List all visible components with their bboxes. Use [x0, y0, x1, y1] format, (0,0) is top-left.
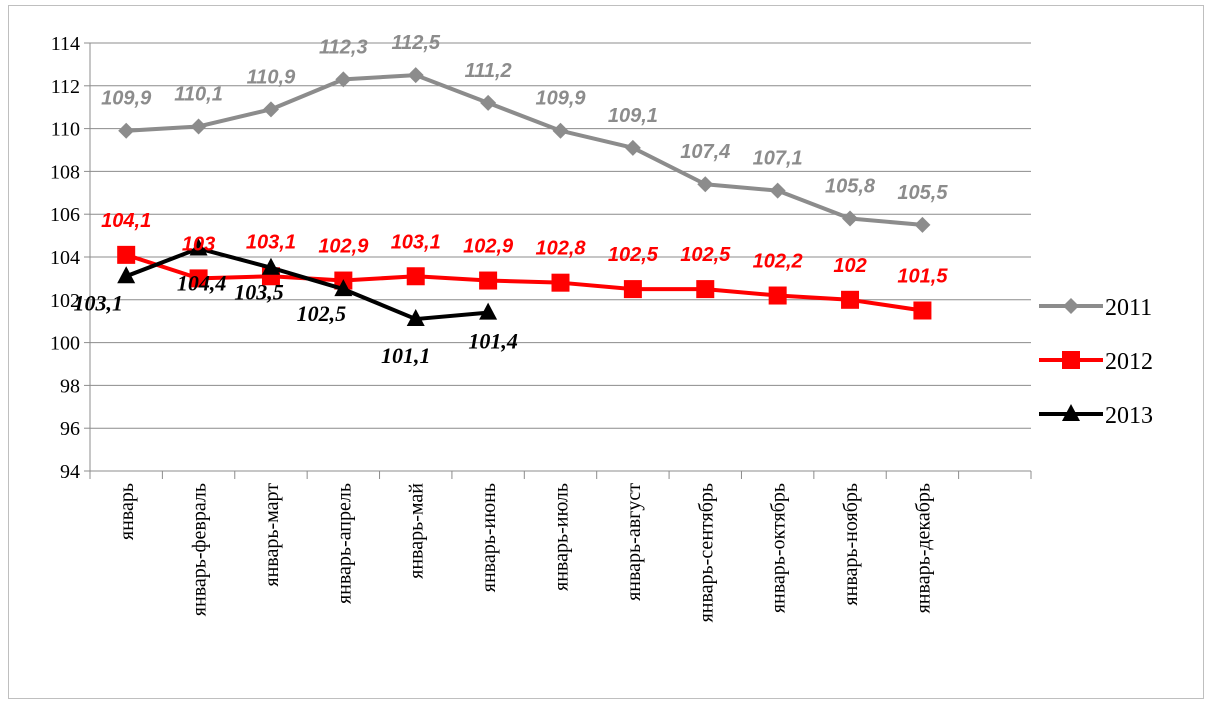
series-lines [117, 67, 932, 327]
data-label-2012: 104,1 [101, 210, 151, 232]
x-tick-label: январь-февраль [189, 483, 211, 616]
data-point-2011 [480, 94, 497, 111]
data-point-2011 [842, 210, 859, 227]
legend-label-2013: 2013 [1105, 403, 1153, 429]
data-label-2011: 110,9 [247, 66, 296, 88]
y-tick-label: 100 [50, 333, 80, 355]
series-line-2013 [125, 246, 489, 322]
y-tick-label: 96 [60, 418, 80, 440]
data-label-2012: 102,9 [318, 236, 369, 258]
data-label-2013: 102,5 [297, 301, 347, 326]
data-label-2012: 102,5 [608, 244, 659, 266]
data-label-2012: 103,1 [246, 231, 296, 253]
x-tick-label: январь-сентябрь [695, 483, 717, 622]
data-point-2011 [697, 176, 714, 193]
data-label-2011: 111,2 [465, 60, 512, 82]
data-point-2011 [407, 67, 424, 84]
data-label-2011: 109,9 [101, 88, 152, 110]
data-point-2012 [117, 245, 136, 264]
data-point-2011 [769, 182, 786, 199]
series-line-2011 [126, 73, 923, 227]
data-label-2013: 103,5 [234, 280, 284, 305]
y-tick-label: 106 [50, 204, 80, 226]
data-label-2013: 101,1 [381, 343, 431, 368]
legend-marker-2013 [1062, 404, 1080, 421]
x-tick-label: январь-октябрь [768, 483, 790, 613]
y-tick-label: 94 [60, 461, 80, 483]
x-tick-label: январь-май [406, 483, 428, 579]
axes: 94 96 98 100 102 104 106 108 110 112 114 январь янва… [50, 33, 1032, 622]
data-point-2013 [261, 257, 280, 275]
data-point-2012 [696, 280, 715, 299]
data-point-2013 [406, 309, 425, 327]
data-label-2013: 104,4 [177, 270, 227, 295]
data-label-2012: 102 [833, 255, 866, 277]
data-point-2012 [768, 286, 787, 305]
x-tick-label: январь-июль [551, 483, 573, 591]
legend-label-2012: 2012 [1105, 349, 1153, 375]
data-label-2012: 102,8 [535, 238, 586, 260]
y-tick-label: 102 [50, 290, 80, 312]
data-label-2012: 103 [182, 233, 215, 255]
line-chart: 94 96 98 100 102 104 106 108 110 112 114 январь янва… [50, 32, 1153, 622]
y-tick-label: 114 [51, 33, 80, 55]
data-label-2011: 112,3 [319, 36, 368, 58]
x-tick-label: январь-декабрь [912, 483, 934, 613]
data-label-2012: 102,9 [463, 236, 514, 258]
x-tick-label: январь-июнь [478, 483, 500, 592]
y-tick-label: 104 [50, 247, 80, 269]
data-point-2011 [118, 122, 135, 139]
y-tick-label: 108 [50, 161, 80, 183]
data-point-2012 [551, 273, 570, 292]
data-point-2011 [624, 139, 641, 156]
data-label-2013: 101,4 [468, 329, 518, 354]
data-label-2011: 110,1 [174, 83, 223, 105]
y-tick-label: 112 [51, 76, 80, 98]
data-label-2011: 107,1 [753, 148, 803, 170]
data-point-2013 [479, 302, 498, 320]
y-tick-label: 98 [60, 375, 80, 397]
x-tick-label: январь [116, 483, 138, 540]
data-point-2012 [189, 269, 208, 288]
data-label-2011: 107,4 [680, 141, 730, 163]
data-label-2011: 112,5 [391, 32, 440, 54]
data-label-2013: 103,1 [73, 290, 123, 315]
data-label-2012: 103,1 [391, 231, 441, 253]
y-tick-label: 110 [51, 119, 80, 141]
chart-frame: 94 96 98 100 102 104 106 108 110 112 114 январь янва… [8, 5, 1204, 699]
data-point-2011 [190, 118, 207, 135]
data-label-2012: 102,2 [753, 251, 803, 273]
data-label-2011: 109,9 [535, 88, 586, 110]
gridlines [90, 42, 1031, 429]
legend-label-2011: 2011 [1105, 295, 1152, 321]
data-point-2012 [623, 280, 642, 299]
data-point-2012 [841, 290, 860, 309]
data-label-2012: 102,5 [680, 244, 731, 266]
x-tick-label: январь-август [623, 483, 645, 601]
data-point-2012 [913, 301, 932, 320]
data-point-2013 [189, 238, 208, 256]
data-label-2012: 101,5 [897, 266, 948, 288]
x-tick-label: январь-ноябрь [840, 483, 862, 606]
legend-marker-2011 [1063, 298, 1079, 314]
x-tick-label: январь-апрель [333, 483, 355, 604]
legend: 2011 2012 2013 [1039, 295, 1153, 429]
data-label-2011: 109,1 [608, 105, 658, 127]
data-point-2013 [334, 279, 353, 297]
legend-marker-2012 [1062, 351, 1080, 369]
series-line-2012 [125, 252, 923, 313]
data-point-2013 [117, 266, 136, 284]
data-label-2011: 105,5 [897, 182, 948, 204]
data-label-2011: 105,8 [825, 175, 876, 197]
data-point-2012 [479, 271, 498, 290]
data-point-2011 [552, 122, 569, 139]
data-point-2011 [914, 216, 931, 233]
x-tick-label: январь-март [261, 483, 283, 587]
data-point-2011 [262, 101, 279, 118]
data-point-2011 [335, 71, 352, 88]
data-labels: 109,9 110,1 110,9 112,3 112,5 111,2 109,9 109,1… [73, 32, 948, 368]
data-point-2012 [406, 267, 425, 286]
